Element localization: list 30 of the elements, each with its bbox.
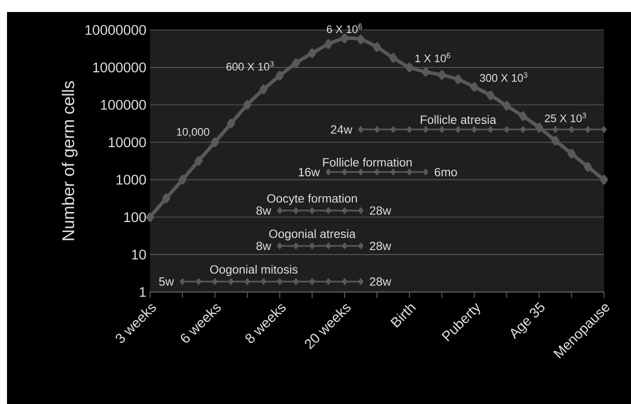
y-tick-label: 1000000 — [93, 62, 146, 72]
annotation: 28w — [370, 242, 392, 250]
x-tick-label: Age 35 — [510, 302, 544, 340]
annotation: 25 X 10$^{3}$ — [544, 112, 586, 122]
annotation: 6 X 10$^{6}$ — [326, 24, 362, 34]
y-tick-label: 100000 — [101, 100, 146, 110]
annotation: 8w — [256, 242, 272, 250]
annotation: 1 X 10$^{6}$ — [415, 52, 450, 62]
series-label: Oogonial atresia — [269, 229, 356, 240]
y-tick-label: 10000000 — [85, 25, 146, 35]
series-label: Follicle formation — [323, 158, 412, 167]
annotation: 300 X 10$^{3}$ — [480, 72, 528, 82]
annotation: 6mo — [434, 168, 457, 176]
series-label: Follicle atresia — [420, 115, 496, 124]
y-tick-label: 10 — [132, 250, 146, 260]
annotation: 28w — [370, 206, 392, 215]
annotation: 28w — [370, 277, 392, 286]
annotation: 10,000 — [176, 128, 210, 138]
annotation: 5w — [159, 277, 174, 286]
y-tick-label: 1 — [140, 287, 146, 297]
series-label: Oogonial mitosis — [210, 264, 298, 276]
annotation: 16w — [298, 168, 320, 176]
series-label: Oocyte formation — [267, 194, 357, 206]
annotation: 24w — [330, 125, 352, 134]
y-tick-label: 10000 — [108, 137, 146, 148]
y-tick-label: 1000 — [116, 174, 146, 185]
annotation: 600 X 10$^{3}$ — [226, 61, 274, 71]
annotation: 8w — [256, 206, 272, 215]
y-axis-title: Number of germ cells — [62, 81, 78, 240]
y-tick-label: 100 — [124, 212, 146, 222]
